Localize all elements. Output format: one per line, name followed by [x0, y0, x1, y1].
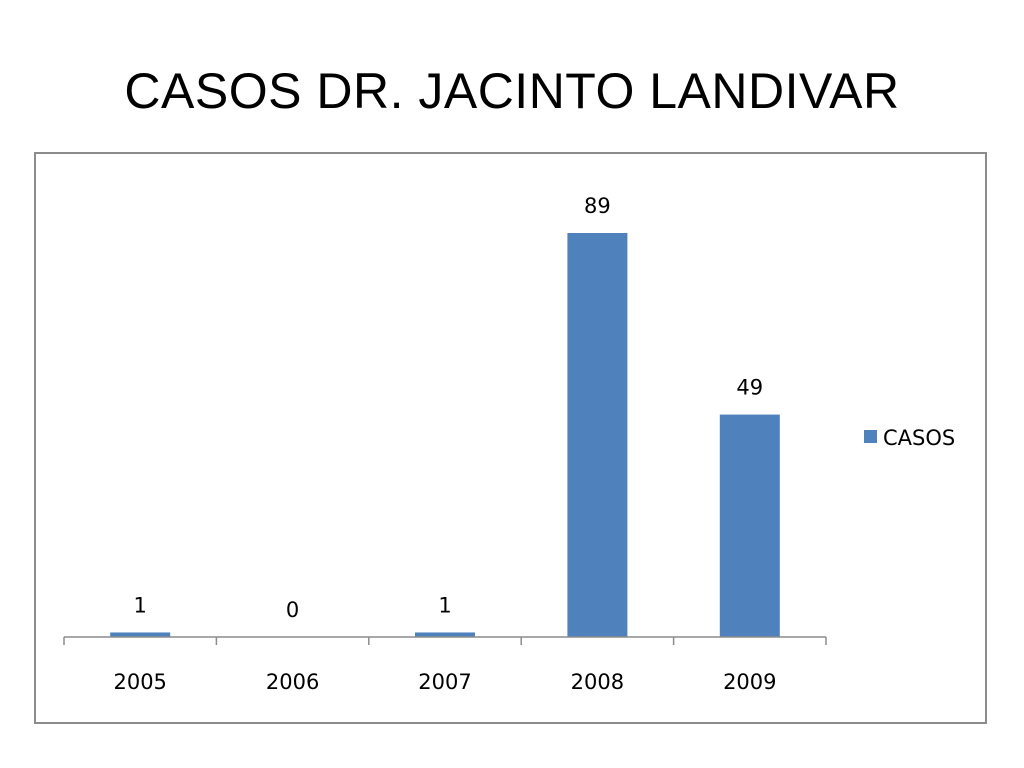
chart-frame [34, 152, 987, 724]
data-label: 1 [134, 593, 147, 617]
data-label: 49 [736, 376, 763, 400]
data-label: 1 [438, 593, 451, 617]
x-tick-label: 2005 [113, 670, 166, 694]
bar-2007 [415, 632, 475, 637]
x-tick-label: 2007 [418, 670, 471, 694]
bar-2005 [110, 632, 171, 637]
data-label: 0 [286, 598, 299, 622]
x-tick-label: 2008 [571, 670, 624, 694]
bar-2008 [567, 233, 628, 637]
data-label: 89 [584, 194, 611, 218]
legend-swatch [864, 430, 877, 443]
x-tick-label: 2006 [266, 670, 319, 694]
bar-2009 [719, 414, 780, 637]
legend-label: CASOS [883, 426, 955, 450]
x-tick-label: 2009 [723, 670, 776, 694]
slide-title: CASOS DR. JACINTO LANDIVAR [124, 63, 900, 119]
